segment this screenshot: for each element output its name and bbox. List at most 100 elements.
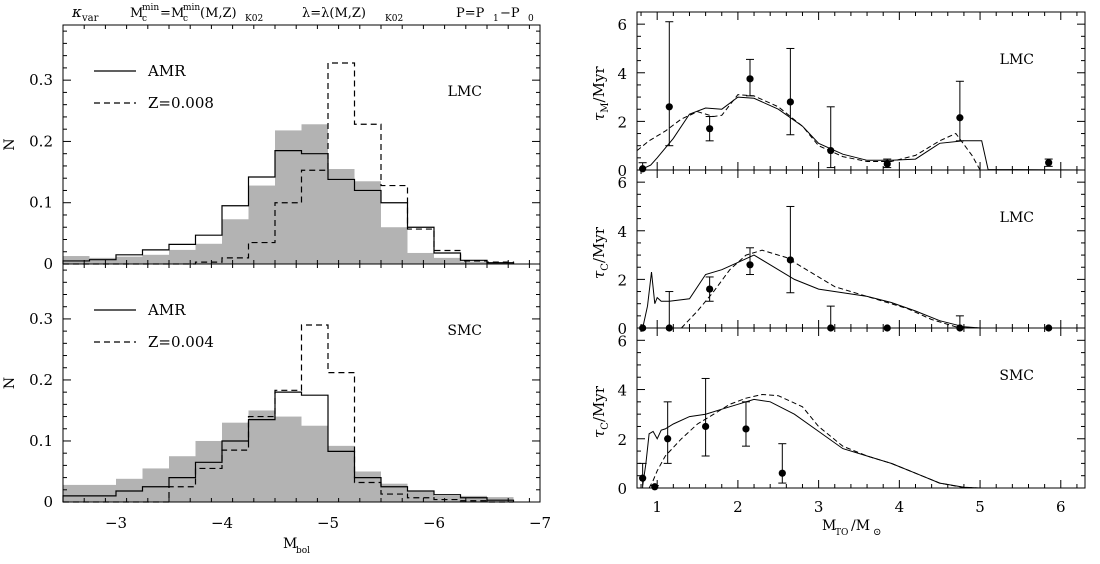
observed-bar [195,243,222,264]
histogram-solid-line [62,391,515,502]
solid-model-line [642,96,1086,171]
y-tick-label: 0 [43,255,53,273]
observed-bar [487,497,514,502]
y-axis-label: τM/Myr [590,66,611,121]
observed-bar [63,484,90,502]
data-point [651,483,659,491]
data-point [827,146,835,155]
y-tick-label: 0.2 [29,132,53,150]
observed-bar [169,456,196,502]
observed-bar [275,416,302,502]
header-mc-2-sub: c [183,14,188,24]
legend-label: Z=0.008 [148,94,214,112]
data-point [786,256,794,264]
y-tick-label: 0 [617,480,627,498]
header-mc-1-sup: min [142,3,159,13]
header-p-1: P=P [456,6,485,21]
legend-label: Z=0.004 [148,333,214,351]
data-point [956,114,964,122]
data-point [706,285,714,293]
left-header: κ var M min c = M min c (M,Z) K02 λ=λ(M,… [71,3,534,24]
y-tick-label: 0 [617,162,627,180]
data-point [702,422,710,431]
y-tick-label: 0 [617,320,627,338]
plot-frame [62,263,541,503]
observed-bar [434,257,461,264]
observed-bar [142,254,169,264]
x-axis-label: M [822,518,836,534]
observed-bar [89,257,116,264]
observed-bar [381,227,408,264]
data-point [746,261,754,269]
observed-bar [222,219,249,264]
y-tick-label: 2 [617,431,627,449]
y-axis-label: N [2,377,18,389]
y-axis-label: τC/Myr [590,385,611,438]
observed-bar [434,495,461,502]
y-axis-label: τC/Myr [590,226,611,279]
y-tick-label: 4 [617,223,627,241]
x-tick-label: −7 [529,514,551,532]
observed-bar [407,491,434,502]
y-tick-label: 0.2 [29,371,53,389]
tau-c-smc-panel: 0 2 4 6 1 2 3 4 5 6 SMC τC/Myr MTO/M ⊙ [590,327,1086,538]
observed-bar [460,495,487,502]
tau-c-lmc-panel: 0 2 4 6 LMC τC/Myr [590,169,1086,338]
observed-bar [301,124,328,265]
panel-annotation: LMC [1000,210,1034,226]
y-axis-label-sub: C [600,422,611,430]
histogram-solid-line [62,150,515,264]
y-axis-label: N [2,138,18,150]
solid-model-line [642,398,981,489]
x-axis-label-sub: TO [835,528,848,538]
y-tick-label: 6 [617,16,627,34]
x-tick-label: 3 [814,498,824,516]
x-tick-label: 5 [975,498,985,516]
data-point [639,474,647,482]
data-point [639,165,647,173]
panel-annotation: SMC [999,368,1034,384]
histogram-lmc-panel: 0 0.1 0.2 0.3 N LMC AMR Z=0.008 [2,24,541,273]
y-tick-label: 4 [617,65,627,83]
panel-annotation: LMC [1000,52,1034,68]
observed-bar [354,471,381,502]
observed-bar [116,478,143,502]
data-point [746,75,754,83]
observed-bar [407,252,434,264]
y-tick-label: 6 [617,174,627,192]
data-point [786,98,794,106]
y-tick-label: 0 [43,493,53,511]
y-axis-label-sub: C [600,263,611,271]
y-tick-label: 2 [617,271,627,289]
x-axis-label: M [283,536,297,552]
data-point [1045,159,1053,167]
observed-bar [275,130,302,264]
observed-bar [301,425,328,502]
tau-m-lmc-panel: 0 2 4 6 LMC τM/Myr [590,11,1086,180]
header-mc-2-sup: min [183,3,200,13]
observed-bar [354,181,381,264]
header-p-2-sub: 0 [528,14,534,24]
data-point [664,435,672,443]
header-mc-args-sub: K02 [245,14,263,24]
header-p-2: −P [500,6,520,21]
header-lambda: λ=λ(M,Z) [302,6,366,21]
plot-frame [636,327,1086,489]
x-tick-label: −5 [317,514,339,532]
data-point [883,160,891,168]
header-mc-1: M [130,6,143,21]
observed-bar [63,256,90,264]
y-axis-label-symbol: τ [590,270,608,279]
y-axis-label-sub: M [600,102,611,112]
y-axis-label-unit: /Myr [590,226,608,263]
y-tick-label: 4 [617,382,627,400]
data-point [665,103,673,111]
data-point [778,469,786,477]
x-tick-label: −6 [423,514,445,532]
dashed-model-line [636,94,981,171]
observed-bar [222,422,249,502]
y-tick-label: 0.3 [29,310,53,328]
data-point [742,425,750,433]
y-tick-label: 0.3 [29,71,53,89]
